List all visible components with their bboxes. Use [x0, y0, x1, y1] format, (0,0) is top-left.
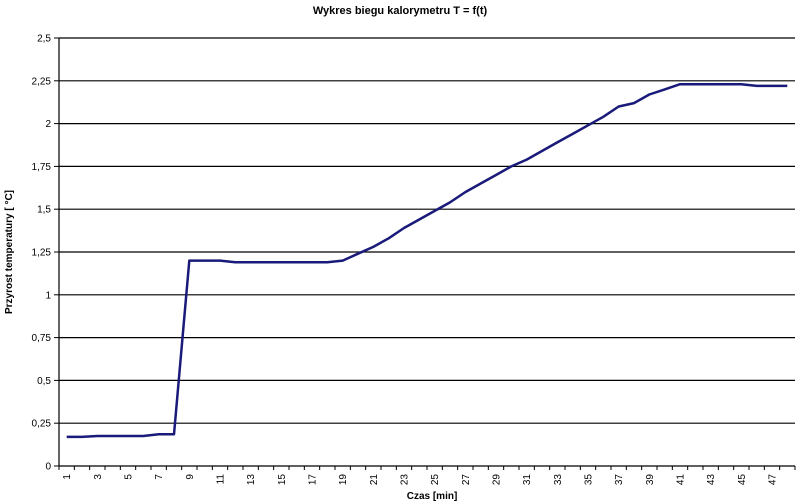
- x-tick-label: 3: [93, 474, 104, 480]
- x-tick-label: 13: [246, 474, 257, 486]
- x-tick-label: 39: [645, 474, 656, 486]
- x-tick-label: 45: [737, 474, 748, 486]
- y-tick-label: 0,5: [37, 376, 51, 387]
- x-tick-label: 37: [614, 474, 625, 486]
- x-tick-label: 7: [154, 474, 165, 480]
- axes: [58, 38, 796, 470]
- x-axis-label: Czas [min]: [407, 491, 458, 502]
- y-tick-label: 1,5: [37, 205, 51, 216]
- x-tick-label: 27: [461, 474, 472, 486]
- series: [66, 82, 788, 439]
- y-axis-label: Przyrost temperatury [ °C]: [4, 190, 15, 314]
- y-tick-label: 2,5: [37, 34, 51, 45]
- x-tick-label: 11: [216, 474, 227, 485]
- x-tick-label: 23: [400, 474, 411, 486]
- x-tick-label: 33: [553, 474, 564, 486]
- y-tick-label: 0: [45, 462, 51, 473]
- y-tick-label: 1: [45, 290, 51, 301]
- x-tick-label: 35: [584, 474, 595, 486]
- x-tick-label: 15: [277, 474, 288, 486]
- y-tick-label: 1,25: [32, 248, 52, 259]
- y-tick-label: 1,75: [32, 162, 52, 173]
- x-tick-label: 43: [706, 474, 717, 486]
- y-tick-labels: 0 0,25 0,5 0,75 1 1,25 1,5 1,75 2 2,25 2,5: [32, 34, 52, 473]
- x-tick-label: 5: [124, 474, 135, 480]
- y-tick-label: 0,75: [32, 333, 52, 344]
- x-tick-label: 9: [185, 474, 196, 480]
- x-tick-label: 1: [62, 474, 73, 480]
- x-tick-label: 17: [308, 474, 319, 486]
- x-tick-label: 31: [522, 474, 533, 486]
- x-tick-label: 25: [430, 474, 441, 486]
- y-tick-label: 0,25: [32, 419, 52, 430]
- x-tick-labels: 1 3 5 7 9 11 13 15 17 19 21 23 25 27 29 31 33 35 37 39 41 43 4…: [62, 474, 778, 486]
- x-tick-label: 47: [768, 474, 779, 486]
- chart-title: Wykres biegu kalorymetru T = f(t): [313, 5, 488, 17]
- x-tick-label: 29: [492, 474, 503, 486]
- grid: [54, 37, 795, 467]
- series-line: [66, 82, 788, 439]
- x-tick-label: 19: [338, 474, 349, 486]
- y-tick-label: 2: [45, 119, 51, 130]
- y-tick-label: 2,25: [32, 76, 52, 87]
- x-tick-label: 41: [676, 474, 687, 486]
- x-tick-label: 21: [369, 474, 380, 486]
